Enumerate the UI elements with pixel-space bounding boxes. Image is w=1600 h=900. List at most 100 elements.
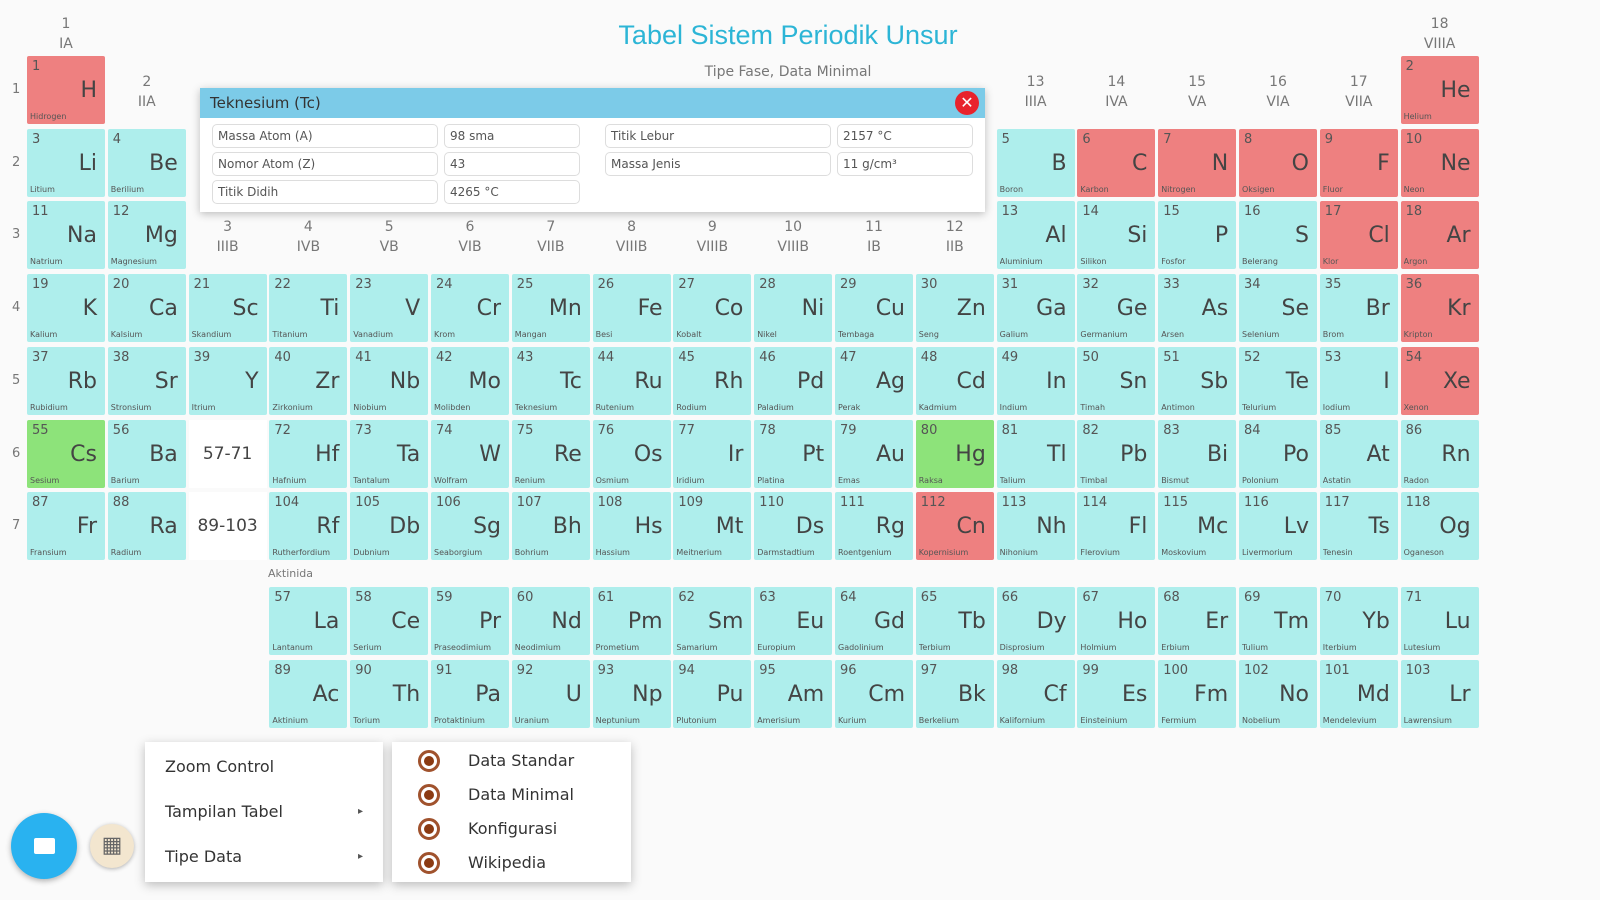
radio-wikipedia[interactable]: Wikipedia bbox=[418, 848, 546, 878]
element-si[interactable]: 14 Si Silikon bbox=[1077, 201, 1156, 270]
element-nb[interactable]: 41 Nb Niobium bbox=[350, 346, 429, 415]
element-fm[interactable]: 100 Fm Fermium bbox=[1158, 660, 1237, 728]
element-w[interactable]: 74 W Wolfram bbox=[431, 419, 509, 488]
element-ti[interactable]: 22 Ti Titanium bbox=[269, 274, 348, 343]
element-th[interactable]: 90 Th Torium bbox=[350, 660, 429, 728]
radio-data-minimal[interactable]: Data Minimal bbox=[418, 780, 574, 810]
element-pu[interactable]: 94 Pu Plutonium bbox=[673, 660, 752, 728]
element-sr[interactable]: 38 Sr Stronsium bbox=[107, 346, 186, 415]
element-b[interactable]: 5 B Boron bbox=[996, 128, 1075, 197]
element-h[interactable]: 1 H Hidrogen bbox=[27, 56, 105, 124]
element-sb[interactable]: 51 Sb Antimon bbox=[1158, 346, 1237, 415]
menu-item-zoom-control[interactable]: Zoom Control bbox=[165, 752, 363, 782]
element-cf[interactable]: 98 Cf Kalifornium bbox=[996, 660, 1075, 728]
radio-konfigurasi[interactable]: Konfigurasi bbox=[418, 814, 557, 844]
element-po[interactable]: 84 Po Polonium bbox=[1239, 419, 1317, 488]
element-k[interactable]: 19 K Kalium bbox=[27, 274, 105, 343]
element-mn[interactable]: 25 Mn Mangan bbox=[511, 274, 590, 343]
menu-item-tampilan-tabel[interactable]: Tampilan Tabel ▸ bbox=[165, 797, 363, 827]
element-mg[interactable]: 12 Mg Magnesium bbox=[107, 201, 186, 270]
element-db[interactable]: 105 Db Dubnium bbox=[350, 492, 429, 561]
element-cd[interactable]: 48 Cd Kadmium bbox=[915, 346, 994, 415]
element-am[interactable]: 95 Am Amerisium bbox=[754, 660, 833, 728]
element-al[interactable]: 13 Al Aluminium bbox=[996, 201, 1075, 270]
element-pd[interactable]: 46 Pd Paladium bbox=[754, 346, 833, 415]
element-ba[interactable]: 56 Ba Barium bbox=[107, 419, 186, 488]
menu-item-tipe-data[interactable]: Tipe Data ▸ bbox=[165, 842, 363, 872]
element-bi[interactable]: 83 Bi Bismut bbox=[1158, 419, 1237, 488]
element-in[interactable]: 49 In Indium bbox=[996, 346, 1075, 415]
element-se[interactable]: 34 Se Selenium bbox=[1239, 274, 1317, 343]
element-ra[interactable]: 88 Ra Radium bbox=[107, 492, 186, 561]
element-hs[interactable]: 108 Hs Hassium bbox=[592, 492, 671, 561]
element-na[interactable]: 11 Na Natrium bbox=[27, 201, 105, 270]
element-md[interactable]: 101 Md Mendelevium bbox=[1319, 660, 1398, 728]
element-nd[interactable]: 60 Nd Neodimium bbox=[511, 587, 590, 655]
menu-fab-button[interactable] bbox=[11, 813, 77, 879]
element-ac[interactable]: 89 Ac Aktinium bbox=[269, 660, 348, 728]
element-og[interactable]: 118 Og Oganeson bbox=[1400, 492, 1479, 561]
element-cr[interactable]: 24 Cr Krom bbox=[431, 274, 509, 343]
element-sg[interactable]: 106 Sg Seaborgium bbox=[431, 492, 509, 561]
element-tm[interactable]: 69 Tm Tulium bbox=[1239, 587, 1317, 655]
element-rg[interactable]: 111 Rg Roentgenium bbox=[835, 492, 913, 561]
element-es[interactable]: 99 Es Einsteinium bbox=[1077, 660, 1156, 728]
radio-data-standar[interactable]: Data Standar bbox=[418, 746, 574, 776]
element-ar[interactable]: 18 Ar Argon bbox=[1400, 201, 1479, 270]
element-v[interactable]: 23 V Vanadium bbox=[350, 274, 429, 343]
element-hf[interactable]: 72 Hf Hafnium bbox=[269, 419, 348, 488]
element-os[interactable]: 76 Os Osmium bbox=[592, 419, 671, 488]
calculator-button[interactable]: ▦ bbox=[90, 824, 134, 868]
element-o[interactable]: 8 O Oksigen bbox=[1239, 128, 1317, 197]
element-rf[interactable]: 104 Rf Rutherfordium bbox=[269, 492, 348, 561]
element-c[interactable]: 6 C Karbon bbox=[1077, 128, 1156, 197]
element-p[interactable]: 15 P Fosfor bbox=[1158, 201, 1237, 270]
element-ag[interactable]: 47 Ag Perak bbox=[835, 346, 913, 415]
element-fl[interactable]: 114 Fl Flerovium bbox=[1077, 492, 1156, 561]
element-zn[interactable]: 30 Zn Seng bbox=[915, 274, 994, 343]
element-be[interactable]: 4 Be Berilium bbox=[107, 128, 186, 197]
element-at[interactable]: 85 At Astatin bbox=[1319, 419, 1398, 488]
element-tb[interactable]: 65 Tb Terbium bbox=[915, 587, 994, 655]
element-fr[interactable]: 87 Fr Fransium bbox=[27, 492, 105, 561]
element-u[interactable]: 92 U Uranium bbox=[511, 660, 590, 728]
element-cn[interactable]: 112 Cn Kopernisium bbox=[915, 492, 994, 561]
element-ge[interactable]: 32 Ge Germanium bbox=[1077, 274, 1156, 343]
element-sn[interactable]: 50 Sn Timah bbox=[1077, 346, 1156, 415]
element-pm[interactable]: 61 Pm Prometium bbox=[592, 587, 671, 655]
element-ho[interactable]: 67 Ho Holmium bbox=[1077, 587, 1156, 655]
element-sc[interactable]: 21 Sc Skandium bbox=[188, 274, 267, 343]
element-li[interactable]: 3 Li Litium bbox=[27, 128, 105, 197]
element-pr[interactable]: 59 Pr Praseodimium bbox=[431, 587, 509, 655]
element-lu[interactable]: 71 Lu Lutesium bbox=[1400, 587, 1479, 655]
element-eu[interactable]: 63 Eu Europium bbox=[754, 587, 833, 655]
element-bh[interactable]: 107 Bh Bohrium bbox=[511, 492, 590, 561]
element-he[interactable]: 2 He Helium bbox=[1400, 56, 1479, 124]
element-mc[interactable]: 115 Mc Moskovium bbox=[1158, 492, 1237, 561]
element-rh[interactable]: 45 Rh Rodium bbox=[673, 346, 752, 415]
element-n[interactable]: 7 N Nitrogen bbox=[1158, 128, 1237, 197]
element-cs[interactable]: 55 Cs Sesium bbox=[27, 419, 105, 488]
element-te[interactable]: 52 Te Telurium bbox=[1239, 346, 1317, 415]
element-ce[interactable]: 58 Ce Serium bbox=[350, 587, 429, 655]
element-mt[interactable]: 109 Mt Meitnerium bbox=[673, 492, 752, 561]
element-i[interactable]: 53 I Iodium bbox=[1319, 346, 1398, 415]
element-mo[interactable]: 42 Mo Molibden bbox=[431, 346, 509, 415]
element-ds[interactable]: 110 Ds Darmstadtium bbox=[754, 492, 833, 561]
element-ir[interactable]: 77 Ir Iridium bbox=[673, 419, 752, 488]
element-no[interactable]: 102 No Nobelium bbox=[1239, 660, 1317, 728]
element-kr[interactable]: 36 Kr Kripton bbox=[1400, 274, 1479, 343]
element-xe[interactable]: 54 Xe Xenon bbox=[1400, 346, 1479, 415]
element-lr[interactable]: 103 Lr Lawrensium bbox=[1400, 660, 1479, 728]
element-as[interactable]: 33 As Arsen bbox=[1158, 274, 1237, 343]
element-lv[interactable]: 116 Lv Livermorium bbox=[1239, 492, 1317, 561]
element-ca[interactable]: 20 Ca Kalsium bbox=[107, 274, 186, 343]
element-f[interactable]: 9 F Fluor bbox=[1319, 128, 1398, 197]
element-dy[interactable]: 66 Dy Disprosium bbox=[996, 587, 1075, 655]
element-ni[interactable]: 28 Ni Nikel bbox=[754, 274, 833, 343]
element-ne[interactable]: 10 Ne Neon bbox=[1400, 128, 1479, 197]
element-sm[interactable]: 62 Sm Samarium bbox=[673, 587, 752, 655]
element-br[interactable]: 35 Br Brom bbox=[1319, 274, 1398, 343]
element-er[interactable]: 68 Er Erbium bbox=[1158, 587, 1237, 655]
element-rn[interactable]: 86 Rn Radon bbox=[1400, 419, 1479, 488]
